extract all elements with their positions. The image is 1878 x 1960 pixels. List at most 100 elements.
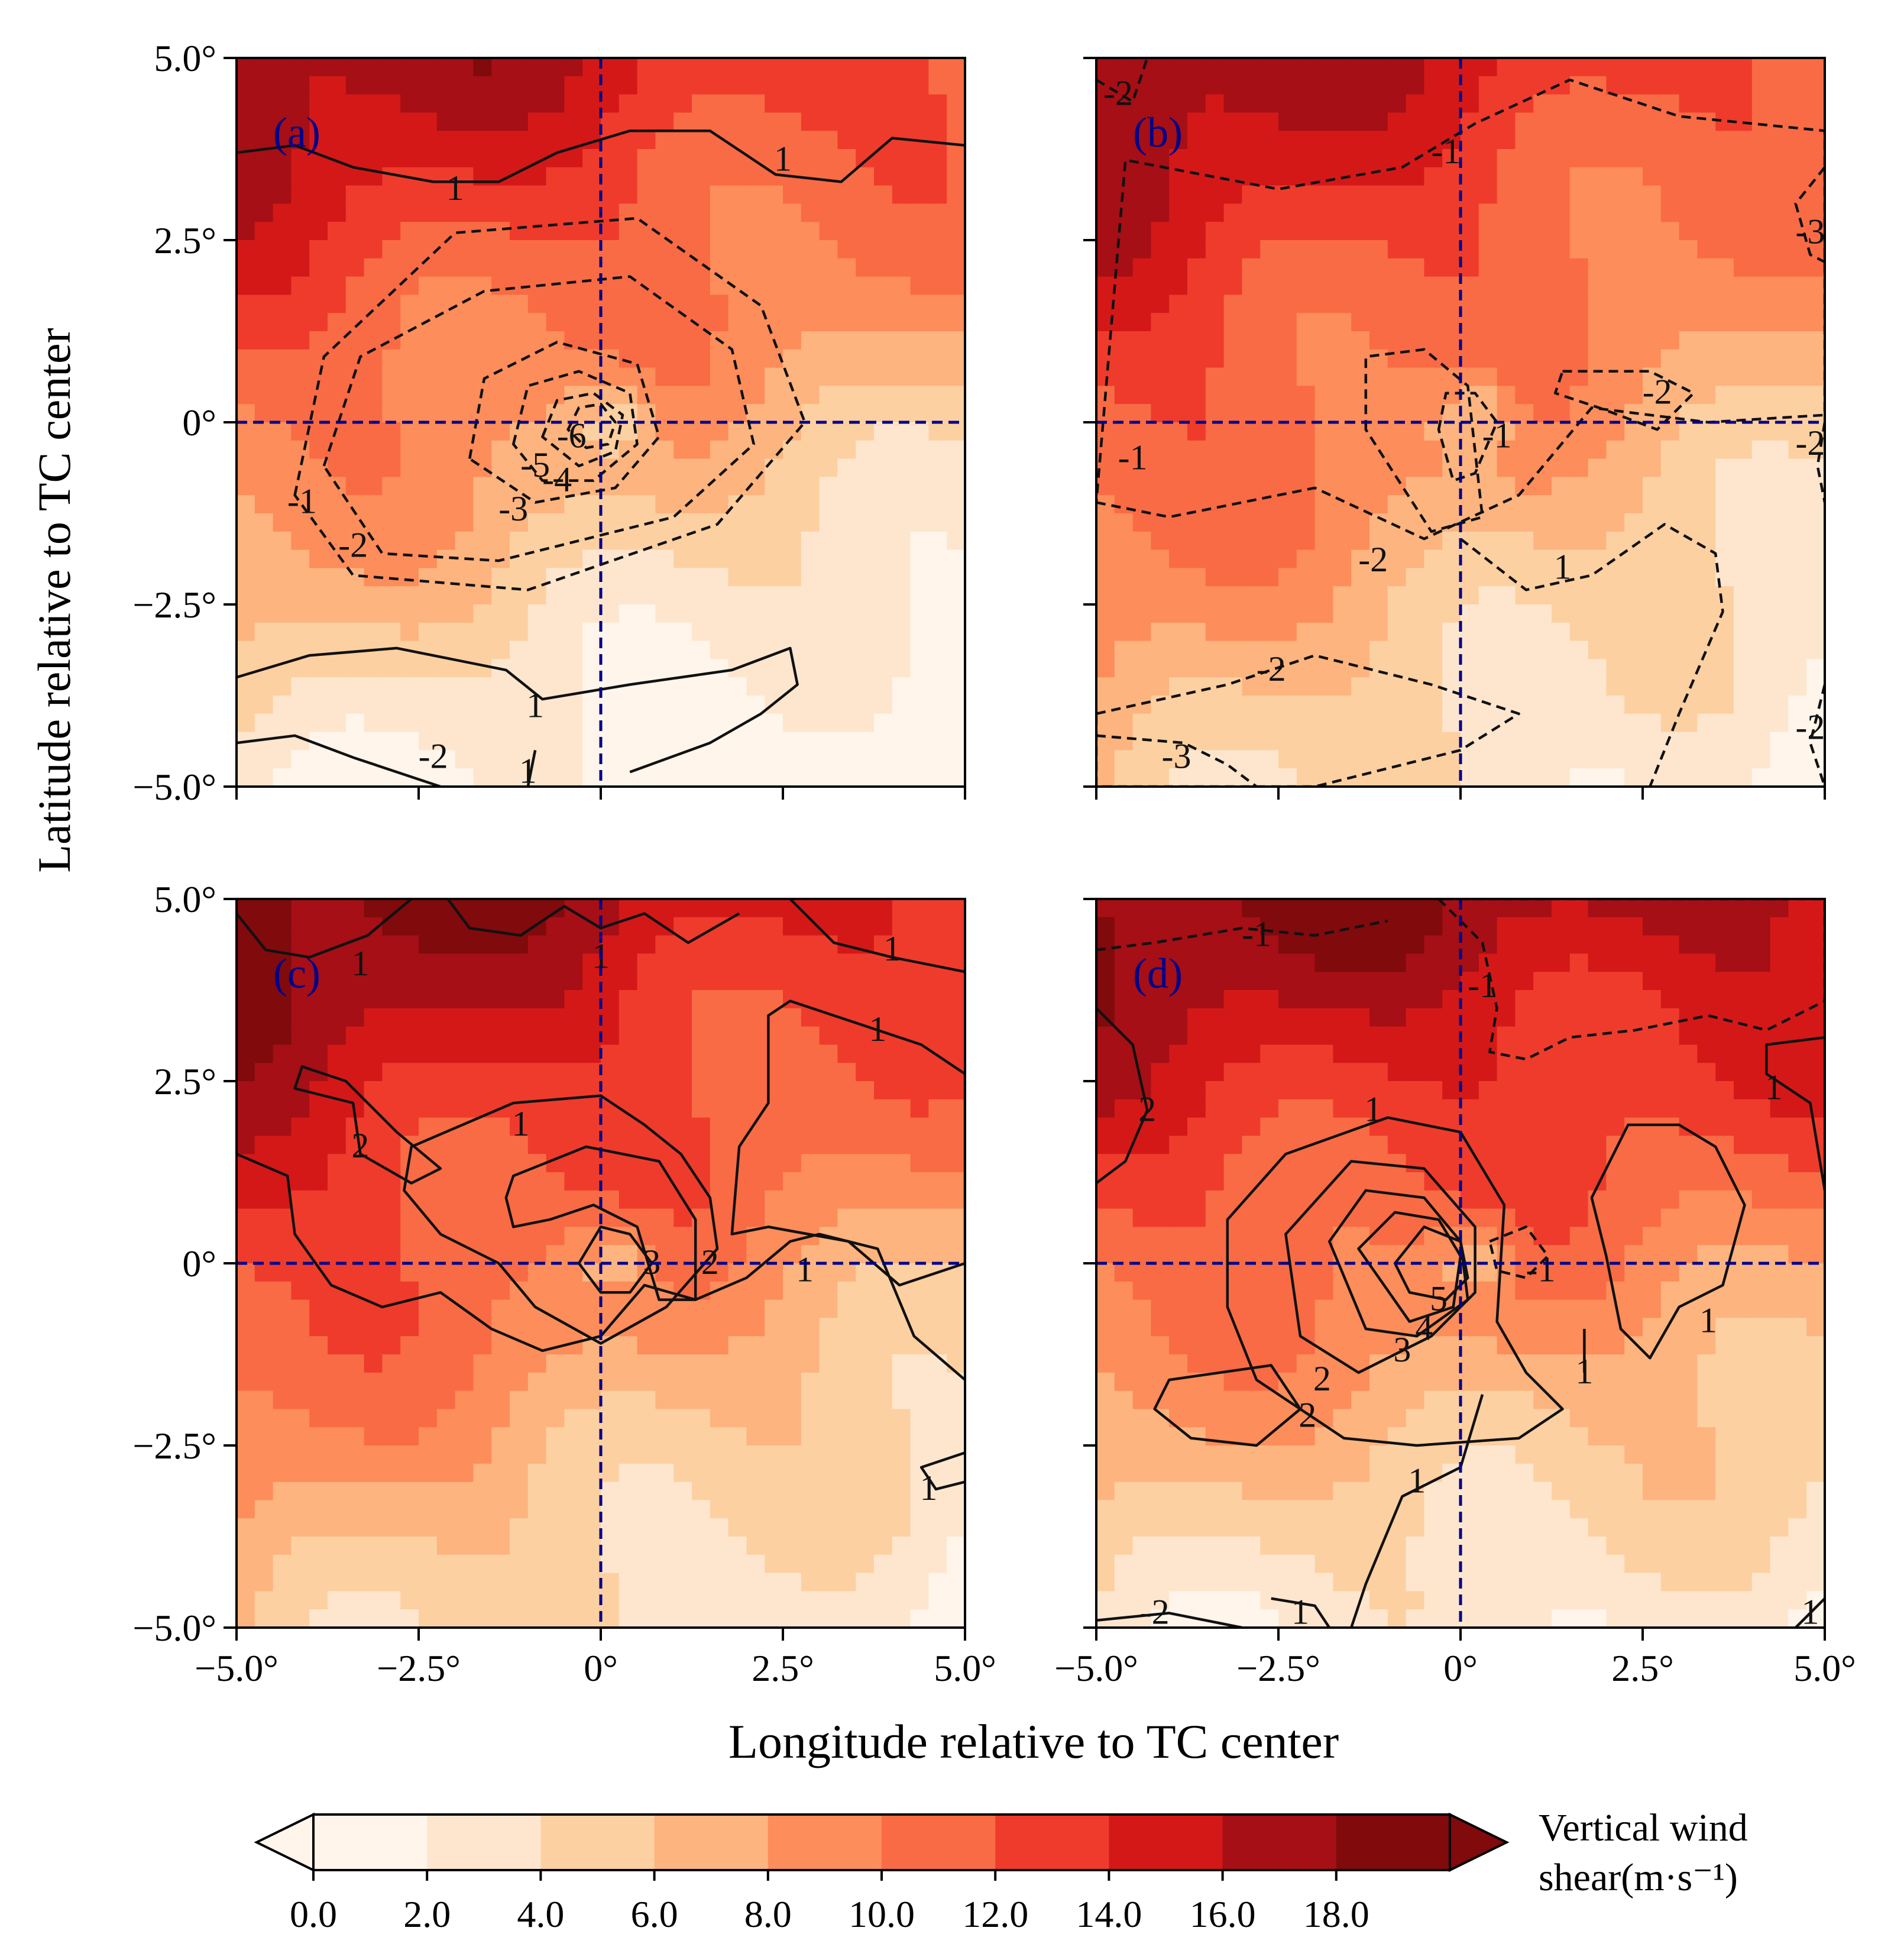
shear-cell <box>1424 440 1443 460</box>
shear-cell <box>309 386 328 405</box>
shear-cell <box>801 677 820 696</box>
shear-cell <box>510 404 529 423</box>
shear-cell <box>345 531 365 551</box>
shear-cell <box>1533 568 1552 587</box>
shear-cell <box>910 495 930 514</box>
shear-cell <box>237 1263 255 1282</box>
shear-cell <box>345 1537 365 1555</box>
shear-cell <box>1461 659 1479 678</box>
shear-cell <box>1096 990 1115 1009</box>
shear-cell <box>947 1609 965 1628</box>
shear-cell <box>1643 458 1662 478</box>
shear-cell <box>254 1208 274 1228</box>
shear-cell <box>382 586 401 605</box>
shear-cell <box>436 750 456 769</box>
shear-cell <box>765 732 783 751</box>
shear-cell <box>910 222 930 241</box>
shear-cell <box>837 1044 856 1063</box>
shear-cell <box>510 732 529 751</box>
shear-cell <box>655 1245 674 1264</box>
shear-cell <box>910 367 930 387</box>
shear-cell <box>382 1081 401 1100</box>
shear-cell <box>1478 112 1498 131</box>
shear-cell <box>546 1609 565 1628</box>
shear-cell <box>582 641 601 660</box>
shear-cell <box>527 1117 547 1137</box>
shear-cell <box>819 440 838 460</box>
shear-cell <box>1424 586 1443 605</box>
shear-cell <box>1660 76 1680 95</box>
shear-cell <box>892 1554 911 1574</box>
shear-cell <box>1788 549 1807 569</box>
shear-cell <box>1515 295 1534 313</box>
shear-cell <box>400 1372 419 1392</box>
shear-cell <box>1533 768 1552 787</box>
shear-cell <box>874 917 893 936</box>
shear-cell <box>419 76 438 95</box>
shear-cell <box>947 1026 965 1046</box>
shear-cell <box>546 58 565 77</box>
shear-cell <box>419 458 438 478</box>
shear-cell <box>692 94 711 114</box>
shear-cell <box>564 1500 583 1519</box>
shear-cell <box>382 1044 401 1063</box>
shear-cell <box>527 404 547 423</box>
shear-cell <box>1424 58 1443 77</box>
shear-cell <box>1151 222 1170 241</box>
shear-cell <box>1788 240 1807 259</box>
shear-cell <box>637 768 656 787</box>
shear-cell <box>1296 149 1316 168</box>
shear-cell <box>273 1591 292 1610</box>
shear-cell <box>1114 1099 1134 1118</box>
shear-cell <box>1442 495 1461 514</box>
shear-field <box>1096 58 1825 787</box>
y-tick-label: 0° <box>182 402 216 444</box>
shear-cell <box>874 1063 893 1082</box>
shear-cell <box>1187 295 1206 313</box>
shear-cell <box>856 1281 875 1301</box>
shear-cell <box>1569 185 1589 205</box>
shear-cell <box>801 422 820 441</box>
shear-cell <box>582 972 601 991</box>
shear-cell <box>819 513 838 532</box>
shear-cell <box>801 1537 820 1555</box>
shear-cell <box>564 1518 583 1537</box>
shear-cell <box>783 1208 802 1228</box>
shear-cell <box>382 1008 401 1027</box>
shear-cell <box>364 1117 383 1137</box>
shear-cell <box>419 1573 438 1592</box>
shear-cell <box>1715 495 1734 514</box>
shear-cell <box>1606 94 1625 114</box>
shear-cell <box>819 349 838 368</box>
shear-cell <box>291 1427 310 1446</box>
shear-cell <box>1770 768 1789 787</box>
shear-cell <box>328 1263 347 1282</box>
shear-cell <box>1314 659 1334 678</box>
shear-cell <box>1569 495 1589 514</box>
shear-cell <box>382 258 401 277</box>
shear-cell <box>692 972 711 991</box>
shear-cell <box>382 1591 401 1610</box>
shear-cell <box>436 404 456 423</box>
shear-cell <box>783 1336 802 1355</box>
shear-cell <box>1369 222 1388 241</box>
shear-cell <box>801 276 820 296</box>
shear-cell <box>674 1044 692 1063</box>
shear-cell <box>1734 203 1753 222</box>
shear-cell <box>419 568 438 587</box>
shear-cell <box>1788 258 1807 277</box>
shear-cell <box>801 1336 820 1355</box>
shear-cell <box>655 1044 674 1063</box>
shear-cell <box>947 586 965 605</box>
shear-cell <box>1369 477 1388 496</box>
shear-cell <box>710 1227 729 1246</box>
shear-cell <box>1260 276 1279 296</box>
shear-cell <box>765 1172 783 1191</box>
shear-cell <box>419 1263 438 1282</box>
shear-cell <box>1223 568 1243 587</box>
shear-cell <box>710 440 729 460</box>
shear-cell <box>1278 440 1297 460</box>
shear-cell <box>856 1263 875 1282</box>
shear-cell <box>400 1318 419 1337</box>
shear-cell <box>1715 531 1734 551</box>
